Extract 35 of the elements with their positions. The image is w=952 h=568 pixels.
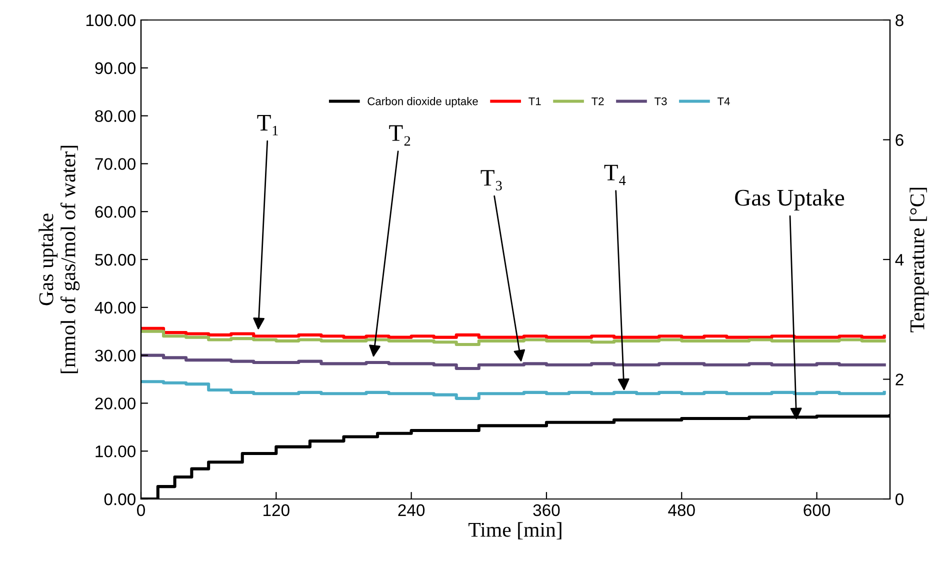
x-tick-label: 120 <box>264 504 290 516</box>
legend-label: T1 <box>528 97 541 106</box>
legend-label: T3 <box>654 97 667 106</box>
y-tick-label: 100.00 <box>86 14 136 26</box>
legend-label: T4 <box>717 97 730 106</box>
x-tick-label: 600 <box>804 504 830 516</box>
y2-tick-label: 2 <box>896 374 904 386</box>
y2-axis-title: Temperature [°C] <box>910 188 929 332</box>
y-tick-label: 80.00 <box>95 110 136 122</box>
x-tick-label: 480 <box>668 504 695 516</box>
y-tick-label: 10.00 <box>96 446 136 458</box>
annotation: T₂ <box>389 125 410 146</box>
annotation: T₁ <box>257 115 278 136</box>
y-tick-label: 90.00 <box>95 62 136 74</box>
y-tick-label: 50.00 <box>95 254 136 266</box>
annotation: T₄ <box>604 164 626 186</box>
x-tick-label: 360 <box>533 504 560 516</box>
y-axis-title: Gas uptake [mmol of gas/mol of water] <box>38 146 80 374</box>
annotation: Gas Uptake <box>735 189 844 211</box>
annotation: T₃ <box>480 170 502 190</box>
y-tick-label: 20.00 <box>95 398 136 410</box>
y2-tick-label: 4 <box>895 254 904 266</box>
y-tick-label: 0.00 <box>104 493 136 506</box>
y-tick-label: 40.00 <box>94 302 136 314</box>
x-axis-title: Time [min] <box>468 522 562 540</box>
legend-label: T2 <box>592 97 604 106</box>
y-tick-label: 60.00 <box>95 206 136 218</box>
y-tick-label: 30.00 <box>95 350 136 362</box>
x-tick-label: 240 <box>398 504 425 516</box>
y2-tick-label: 6 <box>896 134 904 146</box>
y2-tick-label: 8 <box>896 14 904 26</box>
legend-label: Carbon dioxide uptake <box>368 97 478 108</box>
y-tick-label: 70.00 <box>95 158 136 170</box>
x-tick-label: 0 <box>137 504 145 516</box>
y2-tick-label: 0 <box>896 493 904 506</box>
